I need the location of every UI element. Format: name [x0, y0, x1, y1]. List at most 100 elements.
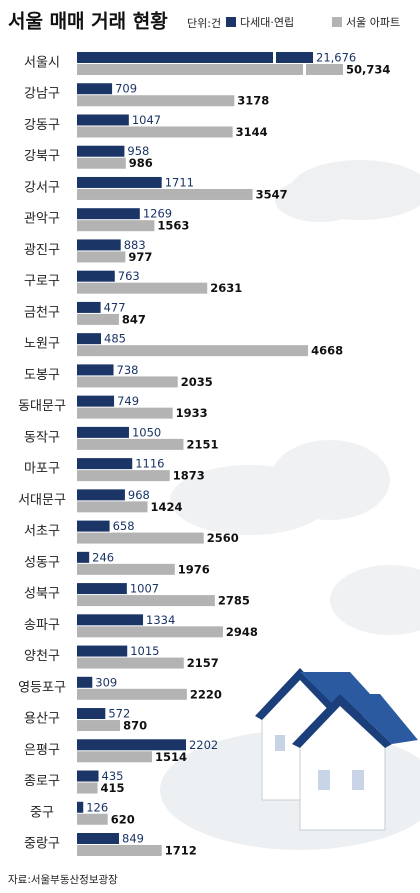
value-label: 2220 — [190, 687, 222, 701]
value-label: 1514 — [155, 750, 187, 764]
unit-label: 단위:건 — [187, 17, 221, 30]
value-label: 738 — [117, 363, 139, 377]
bar — [77, 583, 127, 595]
category-label: 강동구 — [24, 118, 60, 133]
bar — [77, 801, 84, 813]
category-label: 중구 — [30, 805, 54, 820]
bar — [77, 657, 184, 669]
bar — [77, 833, 120, 844]
bar — [77, 438, 184, 450]
category-label: 영등포구 — [18, 680, 66, 695]
bar — [77, 64, 343, 75]
value-label: 849 — [122, 832, 144, 846]
legend-label: 서울 아파트 — [346, 16, 400, 29]
value-label: 1712 — [165, 844, 197, 858]
bar — [77, 301, 101, 313]
category-label: 구로구 — [24, 274, 60, 289]
value-label: 1563 — [157, 219, 189, 233]
category-label: 송파구 — [24, 618, 60, 633]
value-label: 763 — [118, 269, 140, 283]
value-label: 968 — [128, 488, 150, 502]
bar — [77, 614, 144, 626]
bar — [77, 470, 170, 482]
axis-break — [273, 52, 276, 63]
bar — [77, 145, 125, 157]
value-label: 572 — [108, 707, 130, 721]
value-label: 3547 — [256, 187, 288, 201]
value-label: 1334 — [146, 613, 175, 627]
bar — [77, 208, 140, 220]
value-label: 1007 — [130, 582, 159, 596]
bar — [77, 239, 121, 251]
bar — [77, 595, 215, 607]
category-label: 광진구 — [24, 243, 60, 258]
value-label: 126 — [86, 800, 108, 814]
axis-break — [303, 64, 306, 75]
value-label: 21,676 — [316, 51, 356, 65]
category-label: 강남구 — [24, 87, 60, 102]
legend-swatch — [226, 17, 236, 27]
value-label: 870 — [123, 719, 147, 733]
bar — [77, 489, 125, 501]
value-label: 620 — [111, 812, 135, 826]
value-label: 977 — [128, 250, 152, 264]
category-label: 종로구 — [24, 774, 60, 789]
bar — [77, 563, 175, 575]
bar — [77, 751, 152, 763]
value-label: 415 — [101, 781, 125, 795]
bar — [77, 520, 110, 532]
bar — [77, 114, 129, 126]
value-label: 1050 — [132, 425, 161, 439]
value-label: 2785 — [218, 594, 250, 608]
bar — [77, 188, 253, 200]
legend-swatch — [332, 17, 342, 27]
value-label: 958 — [127, 144, 149, 158]
value-label: 1015 — [130, 644, 159, 658]
category-label: 강서구 — [24, 180, 60, 195]
value-label: 309 — [95, 675, 117, 689]
category-label: 마포구 — [24, 462, 60, 477]
chart-title: 서울 매매 거래 현황 — [8, 10, 168, 33]
value-label: 1047 — [132, 113, 161, 127]
category-label: 동대문구 — [18, 399, 66, 414]
bar — [77, 813, 108, 825]
bar — [77, 708, 106, 720]
value-label: 3144 — [236, 125, 268, 139]
category-label: 서초구 — [24, 524, 60, 539]
bar — [77, 626, 223, 638]
value-label: 246 — [92, 550, 114, 564]
value-label: 435 — [102, 769, 124, 783]
value-label: 2151 — [186, 437, 218, 451]
value-label: 485 — [104, 332, 126, 346]
value-label: 2560 — [207, 531, 239, 545]
bar — [77, 676, 93, 688]
bar — [77, 345, 309, 357]
category-label: 용산구 — [24, 712, 60, 727]
background-art — [160, 160, 420, 850]
bar — [77, 532, 204, 544]
value-label: 4668 — [311, 344, 343, 358]
bar — [77, 645, 128, 657]
value-label: 1711 — [165, 175, 194, 189]
value-label: 658 — [113, 519, 135, 533]
value-label: 1873 — [173, 469, 205, 483]
bar — [77, 688, 187, 700]
category-label: 관악구 — [24, 212, 60, 227]
value-label: 1116 — [135, 457, 164, 471]
category-label: 서대문구 — [18, 493, 66, 508]
bar — [77, 83, 113, 95]
value-label: 2948 — [226, 625, 258, 639]
value-label: 1933 — [176, 406, 208, 420]
bar — [77, 426, 129, 438]
category-label: 양천구 — [24, 649, 60, 664]
value-label: 3178 — [237, 94, 269, 108]
bar — [77, 333, 102, 345]
value-label: 50,734 — [346, 63, 390, 77]
legend-label: 다세대·연립 — [240, 16, 294, 29]
bar — [77, 126, 233, 138]
bar — [77, 770, 99, 782]
value-label: 1269 — [143, 207, 172, 221]
bar — [77, 458, 133, 470]
category-label: 성북구 — [24, 587, 60, 602]
category-label: 도봉구 — [24, 368, 60, 383]
